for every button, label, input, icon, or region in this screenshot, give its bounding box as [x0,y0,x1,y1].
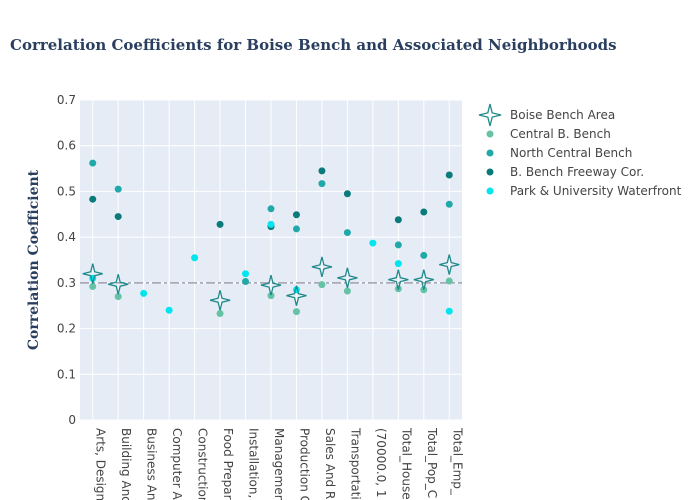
data-point [394,241,402,249]
y-tick-label: 0.3 [57,276,76,290]
y-axis-label: Correlation Coefficient [26,169,42,350]
data-point [267,205,275,213]
legend[interactable]: Boise Bench Area Central B. Bench North Ce… [478,103,682,198]
data-point [114,293,122,301]
data-point [114,185,122,193]
data-point [445,200,453,208]
data-point [318,180,326,188]
legend-marker [478,103,502,127]
data-point [318,281,326,289]
chart-title: Correlation Coefficients for Boise Bench… [10,36,617,54]
x-tick-label: Installation, [247,428,261,498]
data-point [445,307,453,315]
data-point [337,267,358,288]
x-tick-label: Managemen [272,428,286,500]
grid [80,99,462,421]
x-tick-label: Transportati [348,427,362,500]
data-point [108,274,129,295]
x-tick-label: (70000.0, 1 [374,428,388,498]
legend-label: B. Bench Freeway Cor. [510,165,644,179]
legend-label: Central B. Bench [510,127,611,141]
y-tick-label: 0.6 [57,139,76,153]
legend-label: Boise Bench Area [510,108,615,122]
x-tick-label: Production C [297,428,311,500]
y-axis: 0 0.1 0.2 0.3 0.4 0.5 0.6 0.7 [57,93,76,427]
y-tick-label: 0.4 [57,230,76,244]
data-point [267,220,275,228]
data-point [267,292,275,300]
x-tick-label: Building And [119,428,133,500]
legend-item[interactable]: Boise Bench Area [478,103,615,127]
legend-marker [486,187,494,195]
y-tick-label: 0 [68,413,76,427]
legend-marker [486,149,494,157]
legend-item[interactable]: Park & University Waterfront [486,184,682,198]
x-tick-label: Food Prepar [221,428,235,500]
data-point [286,285,307,306]
x-tick-label: Total_Emp_ [450,427,464,496]
y-tick-label: 0.1 [57,367,76,381]
y-tick-label: 0.7 [57,93,76,107]
data-point [191,254,199,262]
data-point [343,229,351,237]
y-tick-label: 0.2 [57,322,76,336]
x-tick-label: Business An [145,428,159,500]
data-point [445,277,453,285]
data-point [242,270,250,278]
x-tick-label: Computer A [170,428,184,500]
x-tick-label: Total_Pop_C [425,427,439,498]
data-point [89,195,97,203]
x-tick-label: Sales And R [323,428,337,499]
legend-marker [486,130,494,138]
data-point [394,216,402,224]
data-point [420,208,428,216]
legend-label: North Central Bench [510,146,632,160]
data-point [89,159,97,167]
x-tick-label: Total_House [399,427,413,500]
data-point [82,263,103,284]
data-point [242,277,250,285]
data-point [394,260,402,268]
data-point [209,290,231,311]
data-point [292,308,300,316]
data-point [439,254,460,275]
x-tick-label: Arts, Design [94,428,108,500]
data-point [420,251,428,259]
data-point [388,269,409,290]
data-point [292,225,300,233]
data-point [343,190,351,198]
legend-marker [486,168,494,176]
legend-item[interactable]: B. Bench Freeway Cor. [486,165,645,179]
data-point [445,171,453,179]
data-point [343,287,351,295]
y-tick-label: 0.5 [57,184,76,198]
data-point [140,289,148,297]
data-point [311,256,333,278]
data-point [165,306,173,314]
legend-label: Park & University Waterfront [510,184,682,198]
data-point [369,239,377,247]
data-point [318,167,326,175]
data-point [216,309,224,317]
data-point [216,220,224,228]
legend-item[interactable]: North Central Bench [486,146,633,160]
data-point [260,274,282,296]
data-point [292,211,300,219]
x-axis: Arts, Design Building And Business An Compu… [94,427,465,500]
x-tick-label: Construction [196,428,210,500]
data-point [413,269,434,290]
data-point [89,283,97,291]
data-points [82,159,460,317]
legend-item[interactable]: Central B. Bench [486,127,611,141]
data-point [114,213,122,221]
